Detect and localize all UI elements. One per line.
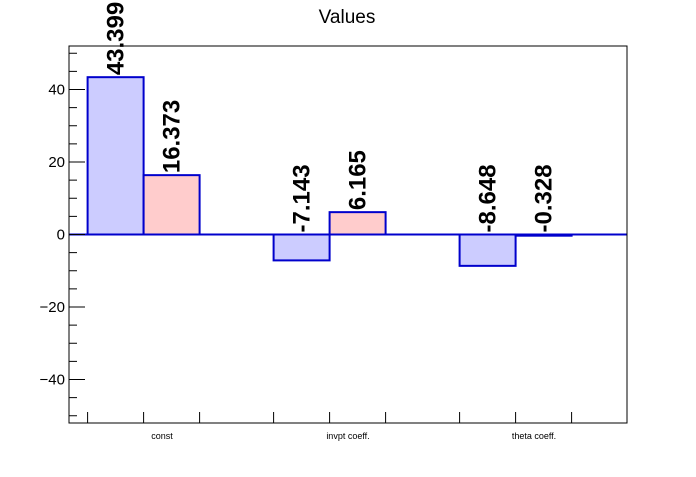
bar-s2-1 [142, 174, 201, 236]
data-label: -0.328 [531, 164, 558, 232]
category-label: const [151, 431, 173, 441]
data-label: -8.648 [475, 164, 502, 232]
bar-s2-2 [328, 211, 387, 236]
x-axis: const invpt coeff. theta coeff. [87, 412, 573, 441]
y-tick-label: 40 [48, 82, 65, 99]
data-labels-layer: 43.399 -7.143 -8.648 16.373 6.165 -0.328 [103, 2, 558, 233]
category-label: theta coeff. [512, 431, 556, 441]
y-tick-label: 0 [57, 227, 65, 244]
bar-s1-3 [458, 233, 517, 267]
bar-s1-1 [86, 76, 145, 236]
data-label: -7.143 [289, 164, 316, 232]
chart-title: Values [319, 7, 376, 28]
y-axis: −40 −20 0 20 40 [40, 52, 85, 417]
data-label: 16.373 [159, 100, 186, 173]
bar-s1-2 [272, 233, 331, 262]
y-tick-label: −20 [40, 299, 65, 316]
data-label: 6.165 [345, 150, 372, 210]
data-label: 43.399 [103, 2, 130, 75]
category-label: invpt coeff. [326, 431, 369, 441]
y-tick-label: 20 [48, 154, 65, 171]
y-tick-label: −40 [40, 372, 65, 389]
